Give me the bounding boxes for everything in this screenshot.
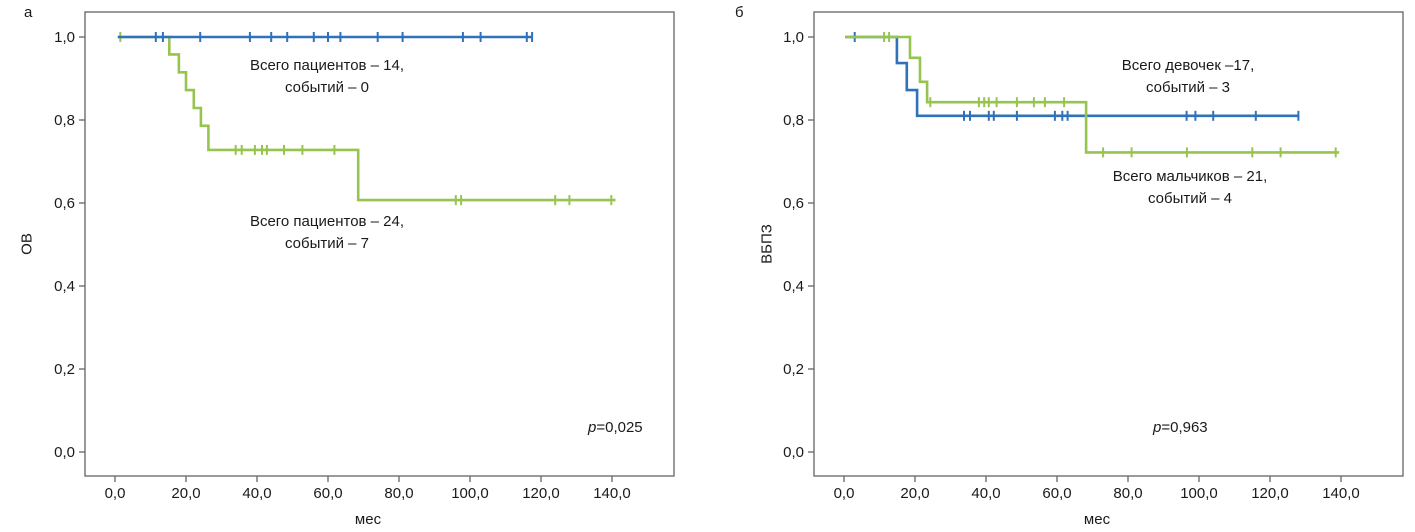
panel-b-label: б: [735, 4, 744, 21]
y-tick-label: 0,4: [54, 278, 75, 295]
km-panel-b: б ВБПЗ 1,0 0,8 0,6 0,4 0,2 0,0 0,0 20,0 40,0 60,0…: [729, 0, 1415, 532]
y-tick-label: 0,6: [783, 195, 804, 212]
x-tick-label: 0,0: [834, 485, 855, 502]
survival-curve-girls-17: [845, 35, 1299, 118]
annotation-green-group: Всего пациентов – 24, событий – 7: [197, 211, 457, 255]
x-tick-label: 20,0: [171, 485, 200, 502]
annotation-line: Всего пациентов – 24,: [249, 213, 405, 230]
x-tick-label: 100,0: [451, 485, 489, 502]
survival-plot-a: 1,0 0,8 0,6 0,4 0,2 0,0 0,0 20,0 40,0 60,0 80,0 100…: [54, 11, 675, 502]
annotation-blue-group: Всего пациентов – 14, событий – 0: [197, 55, 457, 99]
annotation-line: событий – 7: [284, 235, 370, 252]
km-panel-a: а ОВ 1,0 0,8 0,6 0,4 0,2 0,0 0,0 20,0 40,0 60,0 80…: [19, 4, 675, 528]
y-tick-label: 0,2: [783, 361, 804, 378]
x-axis-title: мес: [1083, 511, 1111, 528]
x-tick-label: 20,0: [900, 485, 929, 502]
y-tick-label: 0,8: [783, 112, 804, 129]
y-tick-label: 0,0: [54, 444, 75, 461]
x-tick-label: 80,0: [1113, 485, 1142, 502]
annotation-blue-group: Всего девочек –17, событий – 3: [1058, 55, 1318, 99]
x-tick-label: 60,0: [1042, 485, 1071, 502]
x-tick-label: 40,0: [242, 485, 271, 502]
p-symbol: p: [1153, 419, 1162, 436]
annotation-line: событий – 4: [1147, 190, 1233, 207]
annotation-line: событий – 3: [1145, 79, 1231, 96]
y-tick-label: 1,0: [783, 29, 804, 46]
annotation-line: событий – 0: [284, 79, 370, 96]
x-tick-label: 80,0: [384, 485, 413, 502]
y-tick-label: 1,0: [54, 29, 75, 46]
panel-a-label: а: [24, 4, 33, 21]
survival-plot-b: 1,0 0,8 0,6 0,4 0,2 0,0 0,0 20,0 40,0 60,0 80,0 100…: [783, 11, 1404, 502]
x-tick-label: 140,0: [593, 485, 631, 502]
plot-frame: [84, 11, 675, 477]
y-tick-label: 0,2: [54, 361, 75, 378]
x-tick-label: 120,0: [522, 485, 560, 502]
p-value-label: p=0,025: [588, 419, 643, 436]
y-tick-label: 0,0: [783, 444, 804, 461]
x-tick-label: 0,0: [105, 485, 126, 502]
p-value-label: p=0,963: [1153, 419, 1208, 436]
y-tick-label: 0,8: [54, 112, 75, 129]
annotation-line: Всего девочек –17,: [1121, 57, 1255, 74]
annotation-green-group: Всего мальчиков – 21, событий – 4: [1060, 166, 1320, 210]
plot-frame: [813, 11, 1404, 477]
x-tick-label: 60,0: [313, 485, 342, 502]
y-tick-label: 0,4: [783, 278, 804, 295]
y-tick-label: 0,6: [54, 195, 75, 212]
survival-curve-boys-21: [845, 35, 1340, 154]
x-axis-title: мес: [354, 511, 382, 528]
x-tick-label: 40,0: [971, 485, 1000, 502]
x-tick-label: 120,0: [1251, 485, 1289, 502]
p-number: =0,025: [596, 419, 643, 436]
x-tick-label: 140,0: [1322, 485, 1360, 502]
p-symbol: p: [588, 419, 597, 436]
x-tick-label: 100,0: [1180, 485, 1218, 502]
annotation-line: Всего мальчиков – 21,: [1112, 168, 1268, 185]
annotation-line: Всего пациентов – 14,: [249, 57, 405, 74]
p-number: =0,963: [1161, 419, 1208, 436]
